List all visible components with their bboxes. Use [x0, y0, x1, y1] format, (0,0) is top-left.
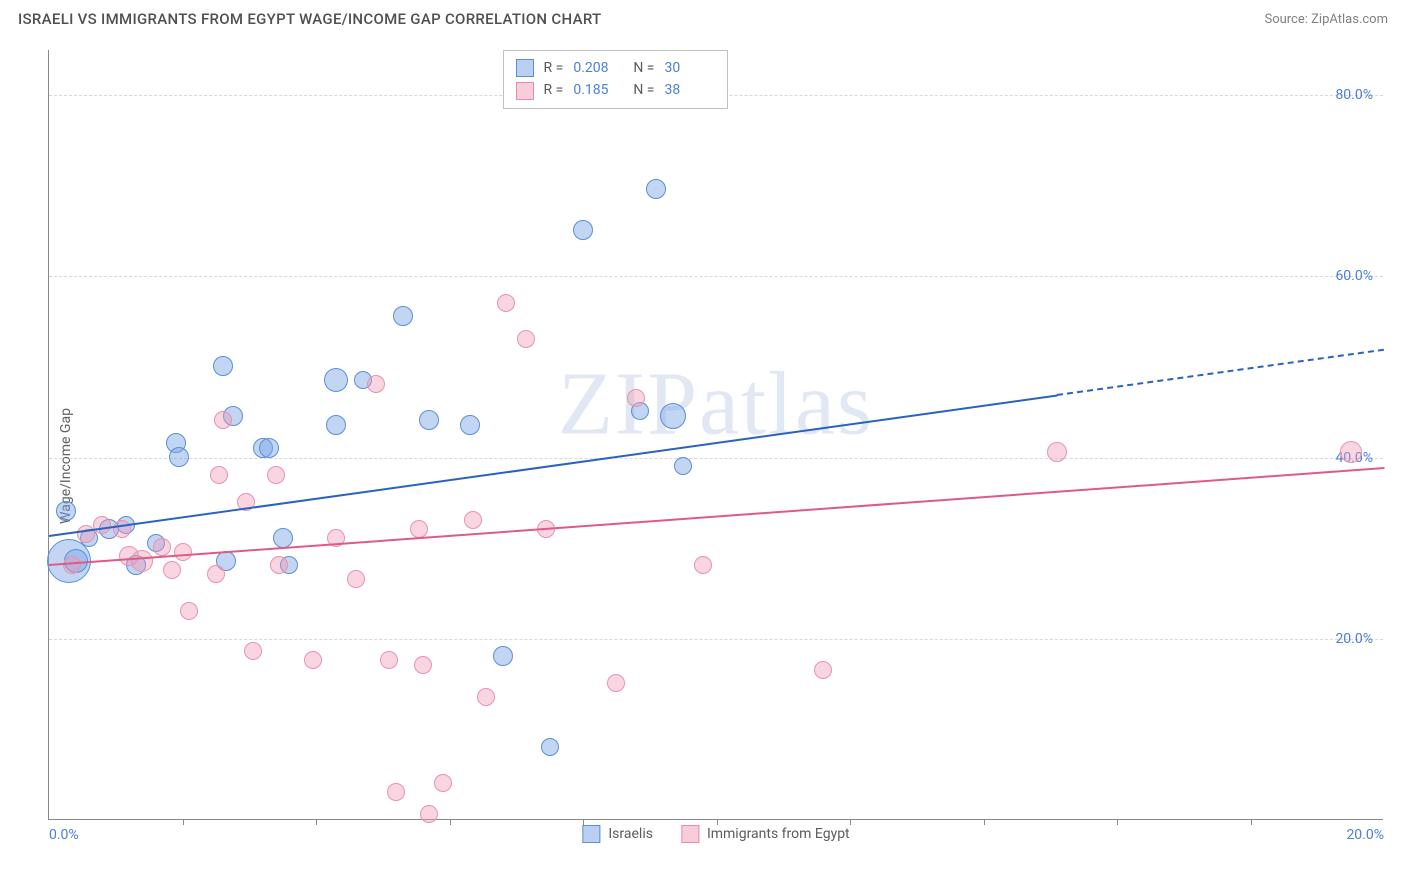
data-point [414, 656, 432, 674]
legend-r-value: 0.208 [573, 57, 623, 79]
data-point [814, 661, 832, 679]
data-point [420, 805, 438, 823]
data-point [434, 774, 452, 792]
series-legend-label: Israelis [608, 826, 653, 842]
x-tick-mark [316, 819, 317, 825]
legend-swatch [516, 82, 534, 100]
data-point [607, 674, 625, 692]
chart-container: Wage/Income Gap ZIPatlas 20.0%40.0%60.0%… [0, 40, 1406, 892]
x-tick-mark [850, 819, 851, 825]
gridline-h [49, 276, 1383, 277]
watermark: ZIPatlas [558, 352, 874, 455]
legend-swatch [681, 825, 699, 843]
data-point [517, 330, 535, 348]
legend-n-label: N = [633, 57, 654, 79]
data-point [207, 565, 225, 583]
data-point [541, 738, 559, 756]
data-point [180, 602, 198, 620]
data-point [646, 179, 666, 199]
data-point [267, 466, 285, 484]
y-tick-label: 60.0% [1335, 268, 1373, 284]
data-point [326, 415, 346, 435]
data-point [464, 511, 482, 529]
correlation-legend: R = 0.208 N = 30 R = 0.185 N = 38 [503, 50, 728, 109]
chart-title: ISRAELI VS IMMIGRANTS FROM EGYPT WAGE/IN… [18, 10, 602, 28]
data-point [210, 466, 228, 484]
source-attribution: Source: ZipAtlas.com [1264, 12, 1388, 27]
data-point [270, 556, 288, 574]
series-legend-item: Israelis [582, 825, 653, 843]
data-point [573, 220, 593, 240]
trend-line [49, 394, 1057, 536]
data-point [694, 556, 712, 574]
legend-r-value: 0.185 [573, 79, 623, 101]
correlation-legend-row: R = 0.185 N = 38 [516, 79, 715, 101]
data-point [1047, 442, 1067, 462]
trend-line [49, 467, 1384, 566]
data-point [131, 550, 153, 572]
x-tick-mark [1251, 819, 1252, 825]
data-point [304, 651, 322, 669]
data-point [324, 368, 348, 392]
data-point [493, 646, 513, 666]
data-point [163, 561, 181, 579]
x-tick-mark [1117, 819, 1118, 825]
data-point [367, 375, 385, 393]
data-point [153, 538, 171, 556]
data-point [244, 642, 262, 660]
data-point [380, 651, 398, 669]
legend-r-label: R = [544, 79, 564, 101]
data-point [169, 447, 189, 467]
series-legend-item: Immigrants from Egypt [681, 825, 850, 843]
plot-area: ZIPatlas 20.0%40.0%60.0%80.0%0.0%20.0%R … [48, 50, 1383, 820]
legend-swatch [582, 825, 600, 843]
legend-swatch [516, 59, 534, 77]
x-tick-mark [183, 819, 184, 825]
x-tick-label: 0.0% [49, 827, 79, 843]
gridline-h [49, 639, 1383, 640]
series-legend-label: Immigrants from Egypt [707, 826, 850, 842]
data-point [1340, 441, 1362, 463]
data-point [674, 457, 692, 475]
x-tick-label: 20.0% [1346, 827, 1384, 843]
data-point [627, 389, 645, 407]
data-point [477, 688, 495, 706]
legend-n-value: 30 [665, 57, 715, 79]
data-point [497, 294, 515, 312]
x-tick-mark [984, 819, 985, 825]
data-point [410, 520, 428, 538]
data-point [174, 543, 192, 561]
data-point [347, 570, 365, 588]
legend-r-label: R = [544, 57, 564, 79]
legend-n-label: N = [633, 79, 654, 101]
chart-header: ISRAELI VS IMMIGRANTS FROM EGYPT WAGE/IN… [0, 0, 1406, 36]
y-tick-label: 80.0% [1335, 87, 1373, 103]
y-tick-label: 20.0% [1335, 631, 1373, 647]
data-point [460, 415, 480, 435]
trend-line [1057, 349, 1384, 396]
data-point [660, 403, 686, 429]
data-point [56, 501, 76, 521]
legend-n-value: 38 [665, 79, 715, 101]
data-point [259, 438, 279, 458]
data-point [419, 410, 439, 430]
data-point [93, 516, 111, 534]
data-point [77, 525, 95, 543]
x-tick-mark [450, 819, 451, 825]
data-point [63, 556, 81, 574]
data-point [273, 528, 293, 548]
data-point [387, 783, 405, 801]
data-point [393, 306, 413, 326]
correlation-legend-row: R = 0.208 N = 30 [516, 57, 715, 79]
gridline-h [49, 458, 1383, 459]
data-point [213, 356, 233, 376]
series-legend: Israelis Immigrants from Egypt [582, 825, 849, 843]
data-point [214, 411, 232, 429]
